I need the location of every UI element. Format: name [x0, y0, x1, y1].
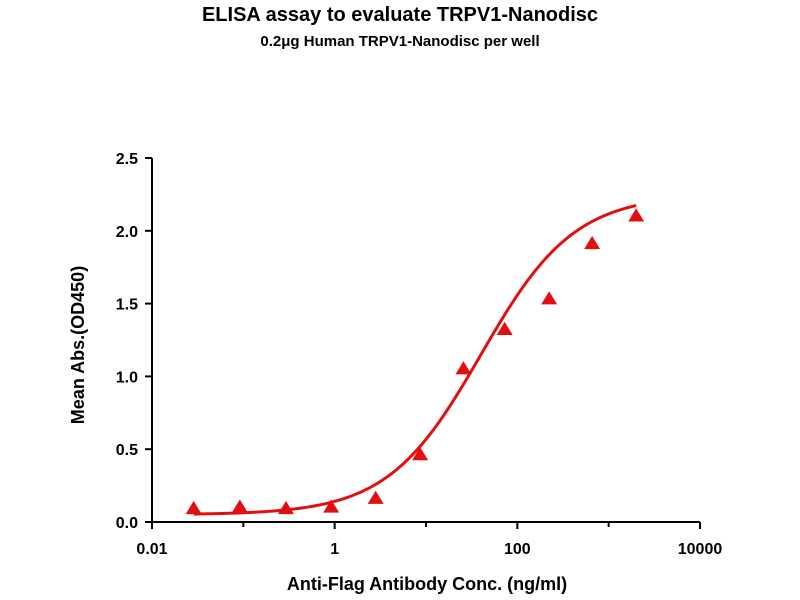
data-point [628, 208, 645, 222]
data-point [496, 321, 513, 336]
y-tick-label: 0.0 [116, 515, 138, 532]
x-tick-label: 0.01 [136, 541, 167, 558]
data-point [412, 447, 429, 461]
x-tick-label: 1 [330, 541, 339, 558]
data-point [367, 490, 384, 504]
data-point [185, 500, 202, 515]
y-tick-label: 1.5 [116, 297, 138, 314]
x-axis-title: Anti-Flag Antibody Conc. (ng/ml) [287, 574, 567, 594]
y-tick-label: 2.5 [116, 151, 138, 168]
y-axis-title: Mean Abs.(OD450) [68, 266, 88, 424]
y-tick-label: 0.5 [116, 442, 138, 459]
data-point [455, 361, 472, 375]
data-point [584, 235, 601, 250]
data-point [541, 291, 558, 305]
y-tick-label: 2.0 [116, 224, 138, 241]
chart-title: ELISA assay to evaluate TRPV1-Nanodisc [201, 4, 599, 26]
x-tick-label: 10000 [678, 541, 723, 558]
y-tick-label: 1.0 [116, 369, 138, 386]
axes [151, 158, 700, 523]
data-point [323, 499, 340, 513]
data-point [231, 499, 248, 513]
chart-subtitle: 0.2μg Human TRPV1-Nanodisc per well [260, 33, 540, 50]
data-points [185, 208, 645, 515]
x-tick-label: 100 [504, 541, 531, 558]
tick-marks: 0.0 0.5 1.0 1.5 2.0 2.5 0.01 1 100 10000 [116, 151, 723, 558]
fit-curve-layer [193, 204, 637, 516]
fit-curve [193, 204, 637, 516]
data-point [277, 500, 294, 515]
